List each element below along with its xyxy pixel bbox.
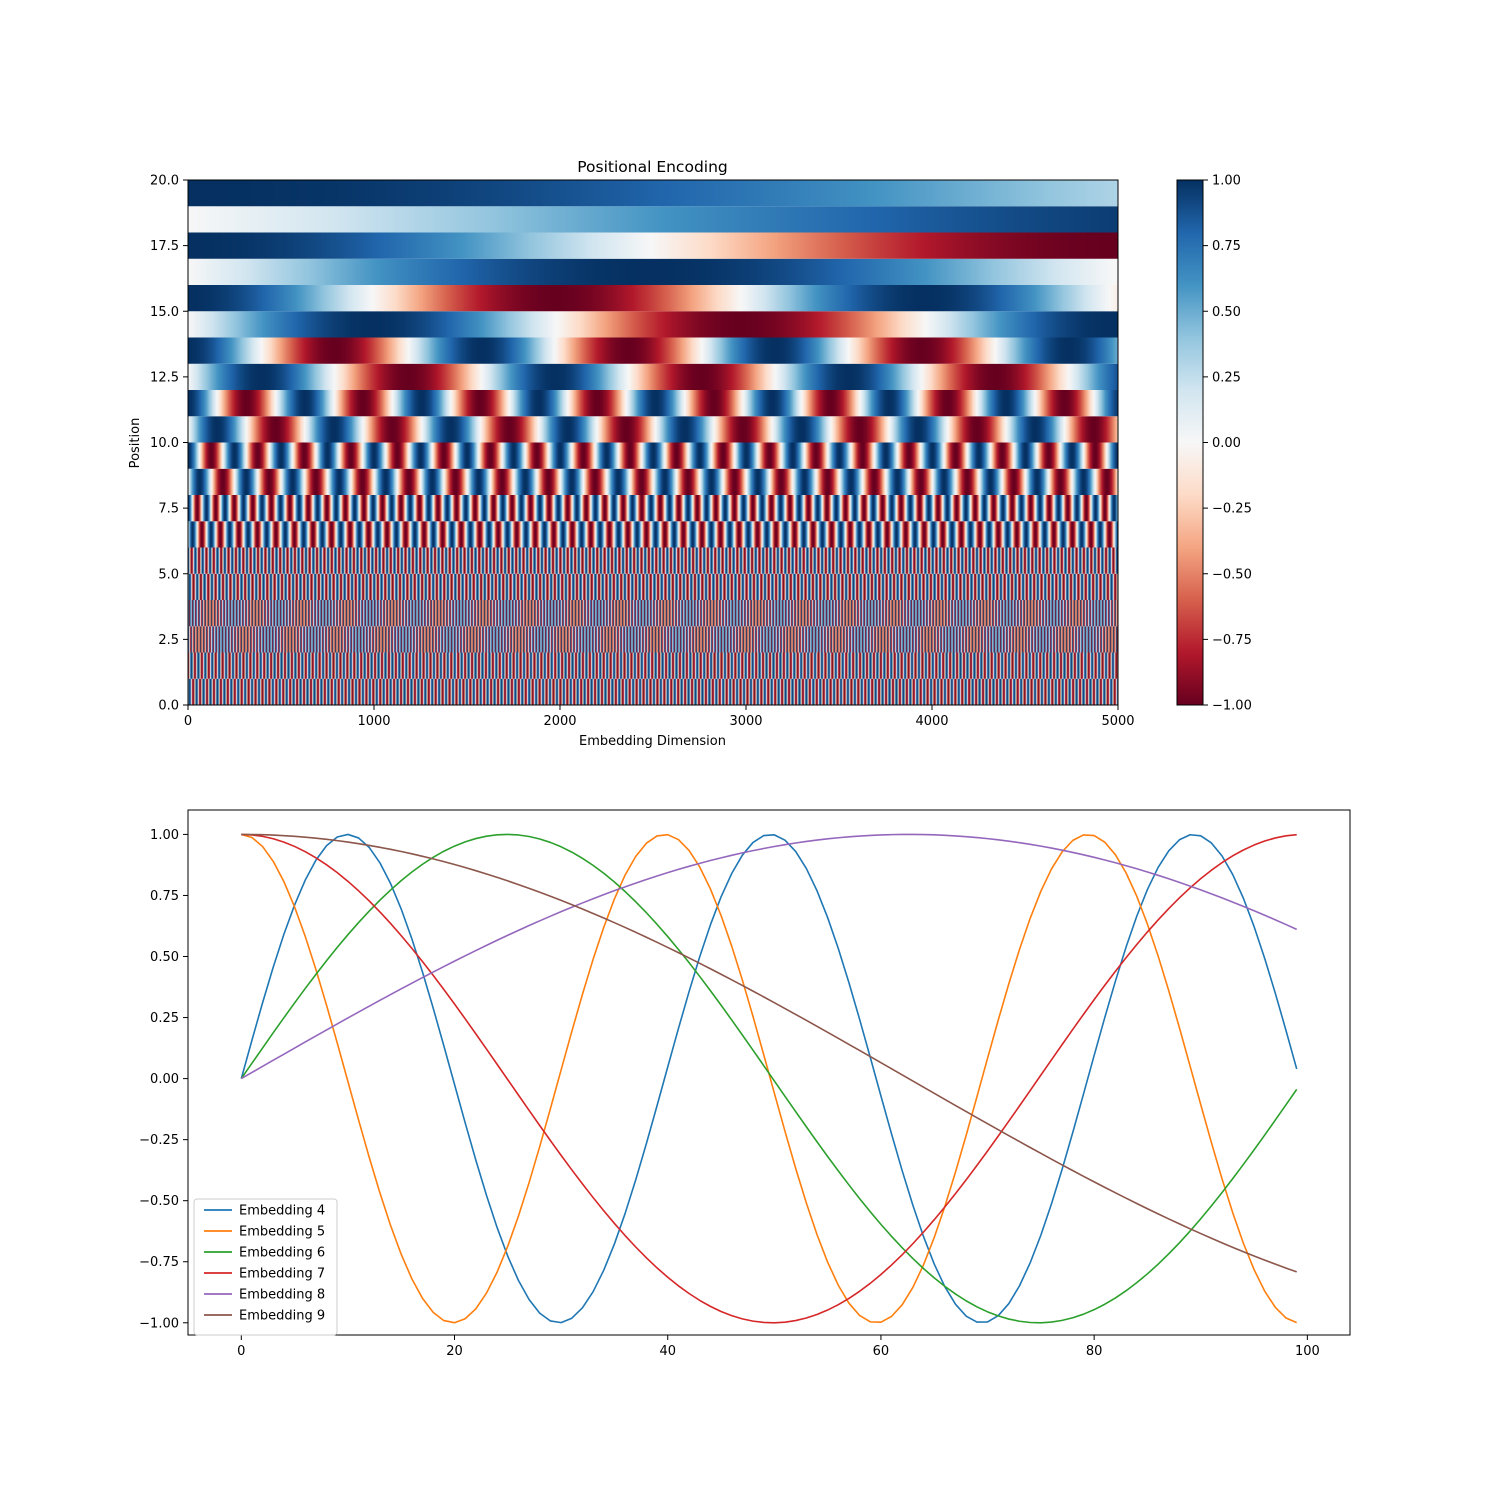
heatmap-y-tick-label: 0.0 <box>158 699 179 714</box>
heatmap-row-11 <box>188 390 1118 417</box>
heatmap-y-tick-label: 17.5 <box>150 239 179 254</box>
colorbar-tick-label: −1.00 <box>1212 699 1252 714</box>
heatmap-x-tick-label: 5000 <box>1101 714 1134 729</box>
heatmap-x-tick-label: 4000 <box>915 714 948 729</box>
line-y-tick-label: 0.25 <box>150 1011 179 1026</box>
heatmap-y-tick-label: 7.5 <box>158 502 179 517</box>
line-y-tick-label: 0.00 <box>150 1072 179 1087</box>
line-x-tick-label: 100 <box>1295 1344 1320 1359</box>
line-x-tick-label: 80 <box>1086 1344 1103 1359</box>
series-line-embedding-9 <box>241 833 1297 1273</box>
heatmap-row-16 <box>188 258 1118 285</box>
heatmap-row-4 <box>188 573 1118 600</box>
line-x-tick-label: 60 <box>873 1344 890 1359</box>
line-y-axis: 1.00 0.75 0.50 0.25 0.00 −0.25 −0.50 −0.75 −1.00 <box>139 828 188 1331</box>
heatmap-y-tick-label: 10.0 <box>150 436 179 451</box>
legend-label: Embedding 4 <box>239 1204 325 1219</box>
heatmap-row-14 <box>188 311 1118 338</box>
legend-label: Embedding 7 <box>239 1267 325 1282</box>
colorbar: 1.00 0.75 0.50 0.25 0.00 −0.25 −0.50 −0.75 −1.00 <box>1176 174 1252 714</box>
heatmap-row-6 <box>188 521 1118 548</box>
heatmap-cells <box>188 180 1118 705</box>
heatmap-x-tick-label: 2000 <box>543 714 576 729</box>
heatmap-row-5 <box>188 547 1118 574</box>
line-y-tick-label: 0.75 <box>150 889 179 904</box>
heatmap-row-10 <box>188 416 1118 443</box>
colorbar-tick-label: 0.25 <box>1212 370 1241 385</box>
colorbar-tick-label: −0.75 <box>1212 633 1252 648</box>
heatmap-y-tick-label: 20.0 <box>150 174 179 189</box>
line-series-group <box>240 833 1298 1324</box>
line-x-axis: 0 20 40 60 80 100 <box>237 1335 1320 1359</box>
heatmap-row-7 <box>188 495 1118 522</box>
line-y-tick-label: −1.00 <box>139 1316 179 1331</box>
line-x-tick-label: 0 <box>237 1344 245 1359</box>
line-panel: 0 20 40 60 80 100 1.00 0.75 0.50 0.25 0.00 −0.25 −0… <box>139 809 1351 1359</box>
heatmap-panel: Positional Encoding 0 1000 2000 3000 4000 500… <box>128 158 1135 749</box>
heatmap-row-2 <box>188 626 1118 653</box>
heatmap-row-13 <box>188 337 1118 364</box>
series-line-embedding-6 <box>240 833 1298 1324</box>
heatmap-row-8 <box>188 468 1118 495</box>
legend-label: Embedding 9 <box>239 1309 325 1324</box>
colorbar-tick-label: 0.75 <box>1212 239 1241 254</box>
heatmap-row-3 <box>188 600 1118 627</box>
colorbar-tick-label: 0.50 <box>1212 305 1241 320</box>
legend-label: Embedding 8 <box>239 1288 325 1303</box>
colorbar-tick-label: −0.25 <box>1212 502 1252 517</box>
colorbar-axis: 1.00 0.75 0.50 0.25 0.00 −0.25 −0.50 −0.75 −1.00 <box>1203 174 1252 714</box>
legend: Embedding 4 Embedding 5 Embedding 6 Embeddi… <box>193 1198 338 1336</box>
heatmap-y-axis: 0.0 2.5 5.0 7.5 10.0 12.5 15.0 17.5 20.0 <box>150 174 188 714</box>
heatmap-y-tick-label: 15.0 <box>150 305 179 320</box>
heatmap-row-19 <box>188 180 1118 207</box>
line-x-tick-label: 40 <box>659 1344 676 1359</box>
heatmap-row-12 <box>188 363 1118 390</box>
heatmap-row-9 <box>188 442 1118 469</box>
legend-label: Embedding 5 <box>239 1225 325 1240</box>
line-y-tick-label: 1.00 <box>150 828 179 843</box>
heatmap-y-tick-label: 12.5 <box>150 370 179 385</box>
heatmap-row-1 <box>188 652 1118 679</box>
series-line-embedding-7 <box>241 833 1297 1324</box>
heatmap-y-axis-label: Position <box>128 418 143 469</box>
heatmap-y-tick-label: 5.0 <box>158 567 179 582</box>
series-line-embedding-8 <box>240 833 1298 1080</box>
heatmap-row-17 <box>188 232 1118 259</box>
heatmap-row-0 <box>188 678 1118 705</box>
line-y-tick-label: 0.50 <box>150 950 179 965</box>
heatmap-row-18 <box>188 206 1118 233</box>
line-y-tick-label: −0.25 <box>139 1133 179 1148</box>
heatmap-x-tick-label: 1000 <box>357 714 390 729</box>
line-y-tick-label: −0.75 <box>139 1255 179 1270</box>
heatmap-y-tick-label: 2.5 <box>158 633 179 648</box>
colorbar-gradient <box>1176 179 1204 706</box>
legend-box <box>193 1198 338 1336</box>
heatmap-x-tick-label: 3000 <box>729 714 762 729</box>
colorbar-tick-label: −0.50 <box>1212 567 1252 582</box>
heatmap-x-axis: 0 1000 2000 3000 4000 5000 <box>184 705 1135 729</box>
colorbar-tick-label: 1.00 <box>1212 174 1241 189</box>
legend-label: Embedding 6 <box>239 1246 325 1261</box>
line-y-tick-label: −0.50 <box>139 1194 179 1209</box>
heatmap-x-tick-label: 0 <box>184 714 192 729</box>
colorbar-tick-label: 0.00 <box>1212 436 1241 451</box>
line-x-tick-label: 20 <box>446 1344 463 1359</box>
heatmap-x-axis-label: Embedding Dimension <box>579 734 726 749</box>
heatmap-title: Positional Encoding <box>577 158 728 176</box>
heatmap-row-15 <box>188 285 1118 312</box>
